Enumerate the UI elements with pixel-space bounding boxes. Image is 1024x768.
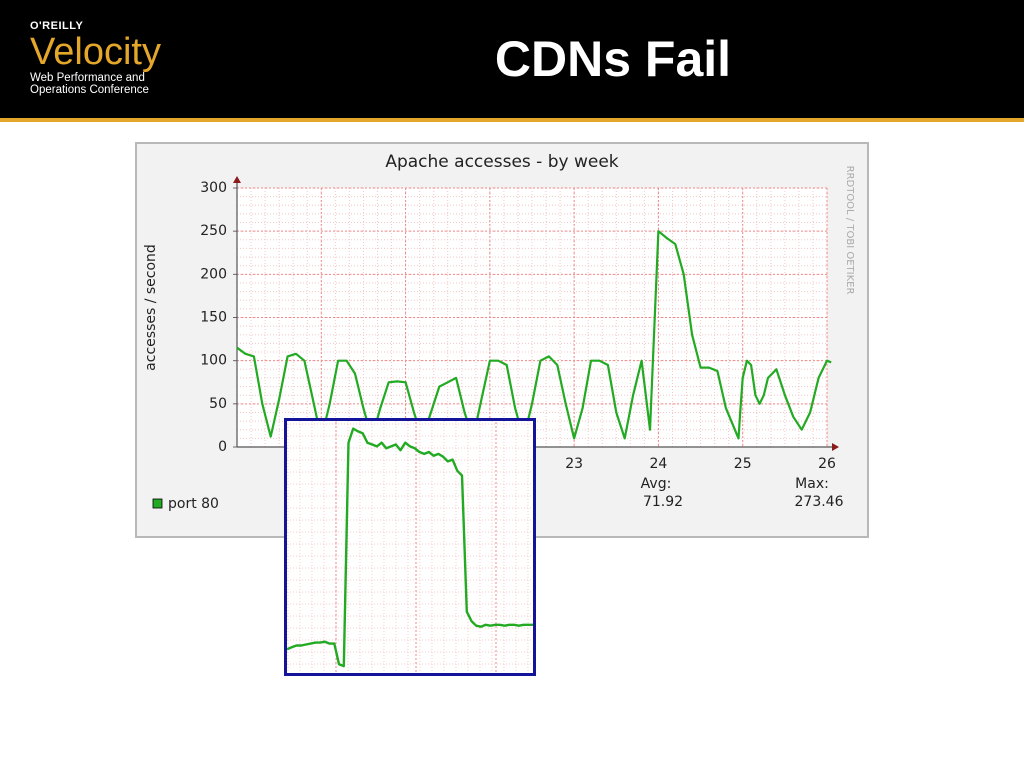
series-line-port-80 bbox=[236, 230, 832, 440]
rrdtool-credit: RRDTOOL / TOBI OETIKER bbox=[844, 166, 855, 295]
y-tick-label: 150 bbox=[200, 310, 227, 326]
zoom-inset bbox=[284, 418, 536, 676]
max-value: 273.46 bbox=[795, 494, 844, 510]
zoom-series-line bbox=[286, 427, 533, 668]
conference-logo: O'REILLY Velocity Web Performance and Op… bbox=[30, 20, 161, 96]
chart-title: Apache accesses - by week bbox=[385, 152, 618, 172]
logo-tagline-1: Web Performance and bbox=[30, 72, 145, 84]
y-tick-label: 250 bbox=[200, 223, 227, 239]
avg-value: 71.92 bbox=[643, 494, 683, 510]
logo-brand: O'REILLY bbox=[30, 20, 84, 32]
slide-title: CDNs Fail bbox=[494, 31, 732, 87]
y-tick-label: 300 bbox=[200, 180, 227, 196]
x-tick-label: 25 bbox=[734, 456, 752, 472]
x-axis-arrow bbox=[832, 443, 839, 451]
slide-header bbox=[0, 0, 1024, 118]
y-tick-label: 100 bbox=[200, 353, 227, 369]
x-tick-label: 24 bbox=[650, 456, 668, 472]
y-axis-arrow bbox=[233, 176, 241, 183]
y-axis-label: accesses / second bbox=[143, 244, 159, 371]
max-label: Max: bbox=[795, 476, 829, 492]
logo-tagline-2: Operations Conference bbox=[30, 84, 149, 96]
logo-name: Velocity bbox=[30, 31, 161, 73]
y-tick-label: 200 bbox=[200, 266, 227, 282]
avg-label: Avg: bbox=[641, 476, 672, 492]
x-tick-label: 26 bbox=[818, 456, 836, 472]
zoom-background bbox=[284, 418, 536, 676]
header-divider bbox=[0, 118, 1024, 122]
x-tick-label: 23 bbox=[565, 456, 583, 472]
legend-label: port 80 bbox=[168, 496, 219, 512]
y-tick-label: 0 bbox=[218, 439, 227, 455]
y-tick-label: 50 bbox=[209, 396, 227, 412]
legend-swatch bbox=[152, 498, 163, 509]
zoom-svg bbox=[284, 418, 536, 676]
zoom-border bbox=[284, 418, 536, 676]
